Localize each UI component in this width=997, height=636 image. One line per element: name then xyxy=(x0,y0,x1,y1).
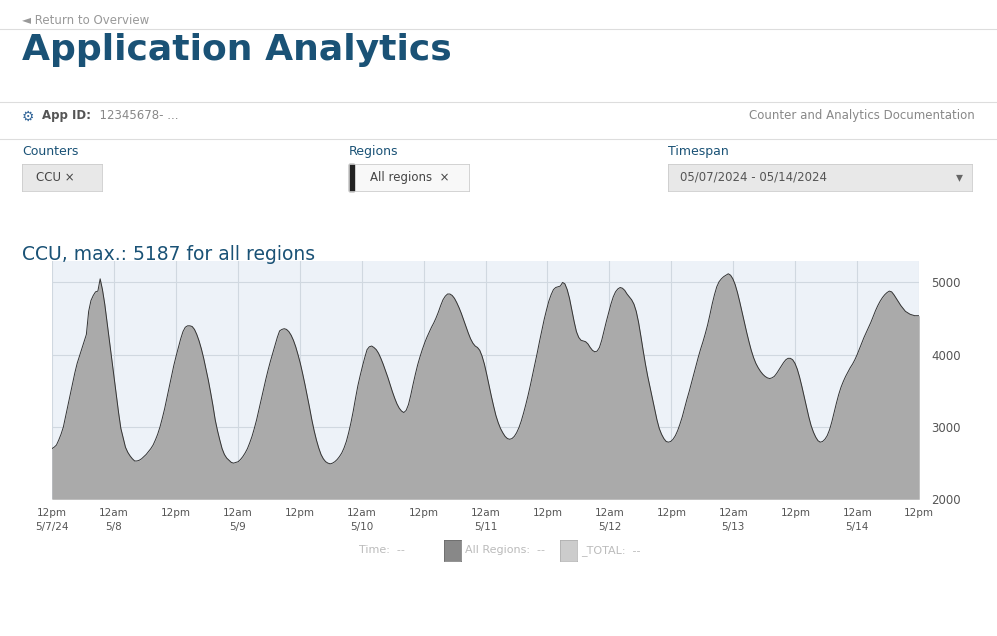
Text: Time:  --: Time: -- xyxy=(359,545,405,555)
Text: _TOTAL:  --: _TOTAL: -- xyxy=(581,544,641,556)
Text: 12345678- ...: 12345678- ... xyxy=(92,109,178,122)
Text: CCU ×: CCU × xyxy=(36,171,75,184)
Text: 05/07/2024 - 05/14/2024: 05/07/2024 - 05/14/2024 xyxy=(680,171,828,184)
Text: Counter and Analytics Documentation: Counter and Analytics Documentation xyxy=(750,109,975,122)
Bar xyxy=(349,164,354,191)
Text: All regions  ×: All regions × xyxy=(371,171,450,184)
Text: App ID:: App ID: xyxy=(42,109,91,122)
Text: Timespan: Timespan xyxy=(668,145,729,158)
Text: ▾: ▾ xyxy=(956,170,963,184)
Text: CCU, max.: 5187 for all regions: CCU, max.: 5187 for all regions xyxy=(22,245,315,264)
Text: Application Analytics: Application Analytics xyxy=(22,33,452,67)
Text: Regions: Regions xyxy=(349,145,399,158)
Text: All Regions:  --: All Regions: -- xyxy=(465,545,544,555)
Text: ⚙: ⚙ xyxy=(22,109,35,123)
Text: ◄ Return to Overview: ◄ Return to Overview xyxy=(22,14,150,27)
Text: Counters: Counters xyxy=(22,145,79,158)
